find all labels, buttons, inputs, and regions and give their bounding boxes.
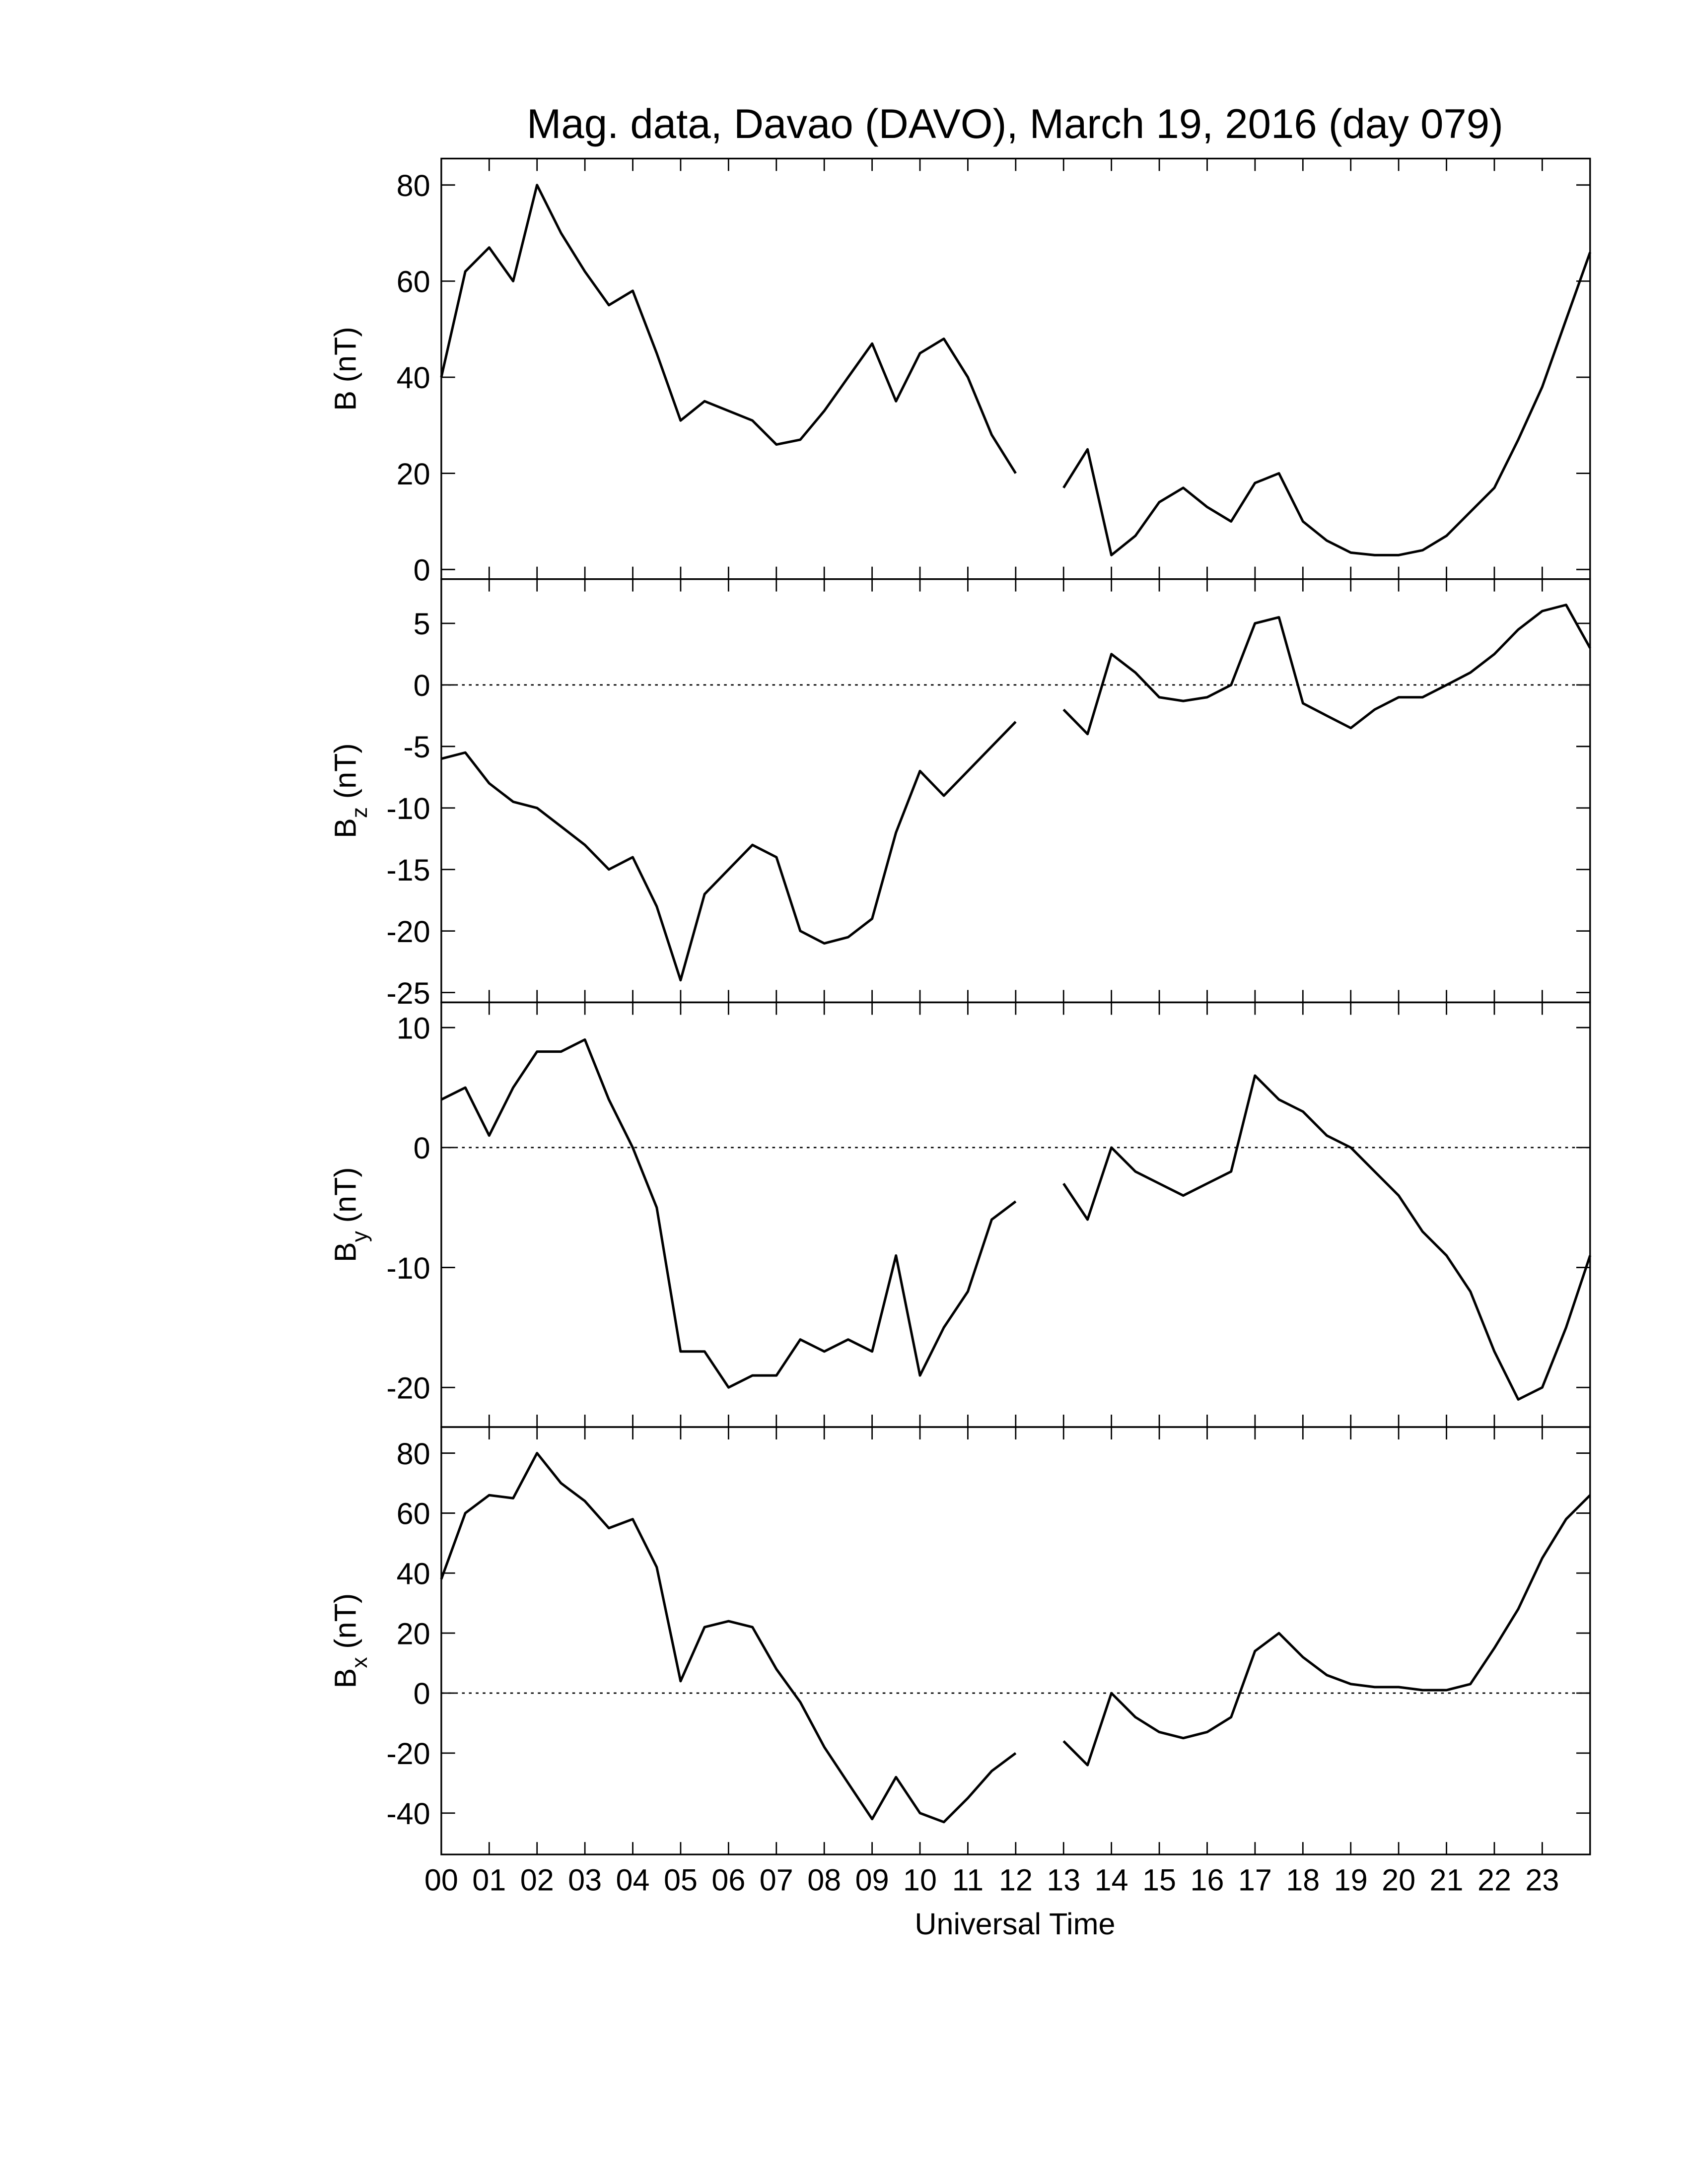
y-axis-label: Bz (nT)	[329, 743, 372, 838]
y-axis-label-part: x	[348, 1657, 372, 1668]
x-tick-label: 07	[760, 1863, 793, 1897]
x-tick-label: 02	[520, 1863, 554, 1897]
x-tick-label: 21	[1430, 1863, 1464, 1897]
y-axis-label-part: (nT)	[329, 327, 362, 382]
y-axis-label-part: y	[348, 1230, 372, 1242]
y-tick-label: -20	[386, 915, 430, 949]
x-tick-label: 22	[1477, 1863, 1511, 1897]
y-tick-label: 80	[397, 1437, 430, 1471]
y-axis-label-part: B	[329, 391, 362, 411]
y-tick-label: 5	[414, 607, 430, 641]
y-axis-label-part: (nT)	[329, 743, 362, 799]
y-tick-label: -20	[386, 1371, 430, 1405]
chart-title: Mag. data, Davao (DAVO), March 19, 2016 …	[527, 101, 1503, 147]
data-line	[440, 184, 1592, 556]
y-tick-label: 60	[397, 1497, 430, 1531]
y-tick-label: -15	[386, 853, 430, 887]
y-tick-label: -25	[386, 976, 430, 1010]
x-tick-label: 14	[1095, 1863, 1128, 1897]
x-tick-label: 06	[711, 1863, 745, 1897]
x-tick-label: 10	[903, 1863, 937, 1897]
y-axis-label-part: B	[329, 818, 362, 838]
plot-frame	[440, 1426, 1591, 1855]
y-tick-label: -40	[386, 1797, 430, 1831]
y-tick-label: 10	[397, 1011, 430, 1045]
plot-frame	[440, 1001, 1591, 1428]
x-tick-label: 15	[1142, 1863, 1176, 1897]
data-line	[440, 1038, 1592, 1401]
y-tick-label: 0	[414, 1677, 430, 1710]
y-tick-label: 60	[397, 265, 430, 299]
y-axis-label-part: (nT)	[329, 1167, 362, 1223]
x-tick-label: 16	[1190, 1863, 1224, 1897]
x-tick-label: 09	[855, 1863, 889, 1897]
x-tick-label: 08	[807, 1863, 841, 1897]
data-line	[441, 604, 1591, 982]
x-tick-label: 19	[1334, 1863, 1368, 1897]
x-tick-label: 00	[424, 1863, 458, 1897]
data-line	[440, 1452, 1591, 1824]
y-axis-label-part: B	[329, 1668, 362, 1689]
x-tick-label: 05	[664, 1863, 698, 1897]
x-tick-label: 23	[1525, 1863, 1559, 1897]
y-axis-label-part: B	[329, 1242, 362, 1262]
y-tick-label: 0	[414, 1131, 430, 1165]
y-tick-label: 0	[414, 553, 430, 587]
x-tick-label: 20	[1382, 1863, 1415, 1897]
y-axis-label-part: (nT)	[329, 1593, 362, 1649]
y-axis-label: By (nT)	[329, 1167, 372, 1262]
y-tick-label: -10	[386, 1251, 430, 1285]
x-tick-label: 01	[472, 1863, 506, 1897]
x-tick-label: 12	[999, 1863, 1033, 1897]
y-tick-label: -20	[386, 1737, 430, 1771]
plot-frame	[440, 578, 1591, 1004]
y-tick-label: -10	[386, 792, 430, 825]
x-tick-label: 18	[1286, 1863, 1320, 1897]
x-axis-label: Universal Time	[914, 1907, 1115, 1941]
x-tick-label: 11	[952, 1863, 984, 1897]
plot-frame	[440, 157, 1591, 580]
y-tick-label: 20	[397, 457, 430, 491]
y-axis-label: B (nT)	[329, 327, 362, 410]
y-tick-label: 40	[397, 1557, 430, 1591]
y-tick-label: 20	[397, 1617, 430, 1650]
x-tick-label: 17	[1238, 1863, 1272, 1897]
x-tick-label: 13	[1047, 1863, 1080, 1897]
y-tick-label: 40	[397, 361, 430, 395]
y-tick-label: 80	[397, 169, 430, 203]
x-tick-label: 03	[568, 1863, 602, 1897]
y-axis-label-part: z	[348, 807, 372, 818]
y-tick-label: 0	[414, 669, 430, 702]
y-tick-label: -5	[403, 730, 430, 764]
x-tick-label: 04	[616, 1863, 650, 1897]
y-axis-label: Bx (nT)	[329, 1593, 372, 1689]
